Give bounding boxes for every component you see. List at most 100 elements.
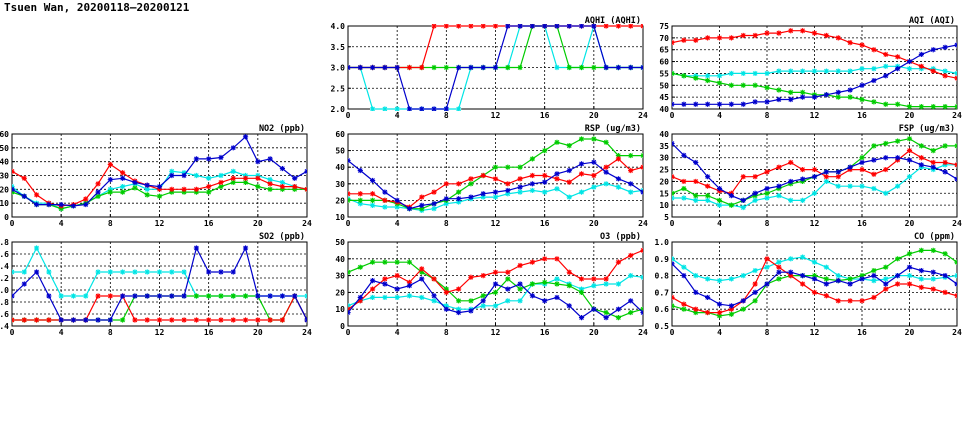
co-ppm-series-3-point xyxy=(859,276,865,282)
co-ppm-series-3-point xyxy=(954,281,957,287)
aqi-aqi-series-2-point xyxy=(681,37,687,43)
o3-ppb-series-1-point xyxy=(468,298,474,304)
aqi-aqi-series-2-point xyxy=(895,54,901,60)
o3-ppb-series-1-point xyxy=(456,298,462,304)
o3-ppb-series-1-point xyxy=(480,293,486,299)
aqhi-aqhi-series-3-point xyxy=(640,64,643,71)
fsp-ug-m3-ytick-label: 5 xyxy=(664,213,669,222)
no2-ppb-series-3-point xyxy=(267,156,273,162)
aqi-aqi-series-1-point xyxy=(672,70,675,77)
co-ppm-xtick-label: 12 xyxy=(810,328,820,337)
co-ppm-series-3-point xyxy=(672,261,675,267)
no2-ppb-series-0-point xyxy=(206,175,212,181)
co-ppm-series-1-point xyxy=(859,273,865,279)
no2-ppb-ytick-label: 10 xyxy=(0,199,9,208)
fsp-ug-m3-series-3-point xyxy=(859,159,865,166)
fsp-ug-m3-series-0-point xyxy=(823,178,829,185)
aqi-aqi-xtick-label: 24 xyxy=(952,111,962,120)
no2-ppb-series-1-point xyxy=(107,189,113,195)
aqhi-aqhi-series-0-point xyxy=(394,106,400,111)
aqhi-aqhi-series-3-point xyxy=(628,64,634,71)
aqi-aqi-series-1-point xyxy=(728,82,734,88)
aqi-aqi-series-1-point xyxy=(752,82,758,88)
o3-ppb-chart: 0 4 8 12 16 20 24 0 10 20 30 40 50 O3 (ppb) xyxy=(335,232,648,337)
co-ppm-series-group xyxy=(672,247,957,319)
co-ppm-series-1-point xyxy=(823,276,829,282)
so2-ppb-series-2-point xyxy=(107,293,113,299)
co-ppm-series-1-point xyxy=(776,276,782,282)
rsp-ug-m3-series-2-point xyxy=(443,181,449,187)
rsp-ug-m3-series-2-point xyxy=(505,181,511,187)
co-ppm-series-3-point xyxy=(823,281,829,287)
co-ppm-series-1-point xyxy=(681,306,687,312)
aqi-aqi-series-3-point xyxy=(705,101,711,107)
co-ppm-series-2-point xyxy=(918,284,924,290)
rsp-ug-m3-series-2-point xyxy=(419,194,425,200)
co-ppm-series-0-point xyxy=(764,264,770,270)
o3-ppb-ytick-label: 50 xyxy=(335,238,345,247)
rsp-ug-m3-series-0-point xyxy=(542,189,548,195)
o3-ppb-series-2-point xyxy=(406,279,413,285)
so2-ppb-series-0-point xyxy=(156,269,163,275)
no2-ppb-series-2-point xyxy=(255,175,261,181)
rsp-ug-m3-series-3-point xyxy=(640,189,643,195)
so2-ppb-series-group xyxy=(12,245,307,323)
no2-ppb-series-1-point xyxy=(255,183,261,190)
aqhi-aqhi-series-1-point xyxy=(443,64,449,71)
no2-ppb-series-1-point xyxy=(120,189,126,195)
aqhi-aqhi-series-1-point xyxy=(517,64,523,71)
o3-ppb-series-3-point xyxy=(554,294,560,301)
no2-ppb-series-2-point xyxy=(193,186,199,192)
co-ppm-xtick-label: 24 xyxy=(952,328,962,337)
rsp-ug-m3-xtick-label: 12 xyxy=(491,219,501,228)
no2-ppb-series-3-point xyxy=(70,203,77,209)
co-ppm-series-0-point xyxy=(918,276,924,282)
o3-ppb-xtick-label: 12 xyxy=(491,328,501,337)
co-ppm-ytick-label: 0.9 xyxy=(655,255,670,264)
o3-ppb-series-2-point xyxy=(628,252,634,259)
aqi-aqi-series-2-point xyxy=(693,37,699,43)
no2-ppb-series-2-point xyxy=(156,186,163,192)
no2-ppb-series-3-point xyxy=(132,179,138,186)
rsp-ug-m3-series-0-point xyxy=(443,201,449,207)
rsp-ug-m3-series-1-point xyxy=(615,152,622,159)
rsp-ug-m3-series-2-point xyxy=(628,167,634,174)
aqi-aqi-series-1-point xyxy=(740,82,746,88)
fsp-ug-m3-series-0-point xyxy=(883,190,889,196)
so2-ppb-xtick-label: 24 xyxy=(302,328,312,337)
fsp-ug-m3-series-0-point xyxy=(764,195,770,201)
aqi-aqi-series-2-point xyxy=(776,30,782,36)
o3-ppb-xtick-label: 24 xyxy=(638,328,648,337)
aqi-aqi-series-2-point xyxy=(752,32,758,39)
rsp-ug-m3-series-1-point xyxy=(468,181,474,187)
aqhi-aqhi-series-3-point xyxy=(505,24,511,29)
no2-ppb-series-3-point xyxy=(95,189,101,195)
so2-ppb-series-3-point xyxy=(156,293,163,299)
aqhi-aqhi-chart: 0 4 8 12 16 20 24 2.0 2.5 3.0 3.5 4.0 AQHI (AQHI) xyxy=(331,16,648,120)
o3-ppb-series-1-point xyxy=(529,281,535,287)
no2-ppb-series-3-point xyxy=(33,201,40,208)
so2-ppb-series-0-point xyxy=(46,269,52,275)
aqi-aqi-series-2-point xyxy=(728,35,734,41)
rsp-ug-m3-series-0-point xyxy=(394,204,400,210)
co-ppm-series-3-point xyxy=(705,294,711,301)
so2-ppb-series-2-point xyxy=(255,317,261,323)
rsp-ug-m3-series-1-point xyxy=(566,143,572,149)
aqi-aqi-chart: 0 4 8 12 16 20 24 40 45 50 55 60 65 70 75 AQI (AQI) xyxy=(659,16,962,120)
fsp-ug-m3-series-2-point xyxy=(954,162,957,168)
co-ppm-series-1-point xyxy=(871,267,877,274)
co-ppm-series-1-point xyxy=(752,298,758,304)
o3-ppb-series-2-point xyxy=(591,276,597,282)
aqhi-aqhi-ytick-label: 3.5 xyxy=(331,43,346,52)
so2-ppb-series-2-point xyxy=(267,317,273,323)
no2-ppb-series-0-point xyxy=(120,183,126,190)
so2-ppb-series-0-point xyxy=(95,269,101,275)
aqhi-aqhi-series-0-point xyxy=(554,64,560,71)
co-ppm-series-3-point xyxy=(847,281,853,287)
aqi-aqi-series-2-point xyxy=(930,68,936,74)
o3-ppb-series-2-point xyxy=(492,269,499,275)
fsp-ug-m3-series-1-point xyxy=(954,143,957,149)
co-ppm-series-0-point xyxy=(776,259,782,265)
so2-ppb-series-2-point xyxy=(12,317,15,323)
o3-ppb-series-1-point xyxy=(394,259,400,265)
